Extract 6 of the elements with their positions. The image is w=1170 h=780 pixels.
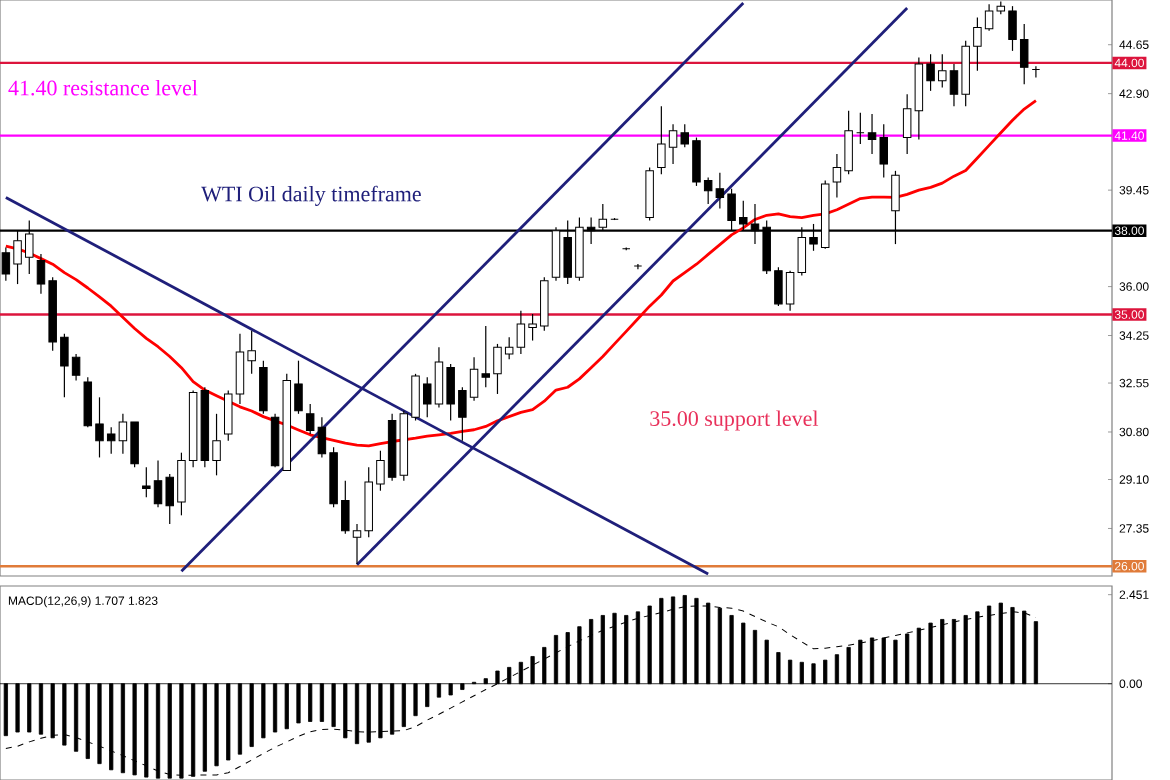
annotation: 35.00 support level	[650, 410, 819, 431]
candlestick	[645, 166, 654, 222]
annotation: 41.40 resistance level	[8, 79, 198, 96]
candlestick	[633, 263, 643, 270]
candlestick	[259, 360, 268, 415]
annotation: WTI Oil daily timeframe	[201, 185, 421, 206]
